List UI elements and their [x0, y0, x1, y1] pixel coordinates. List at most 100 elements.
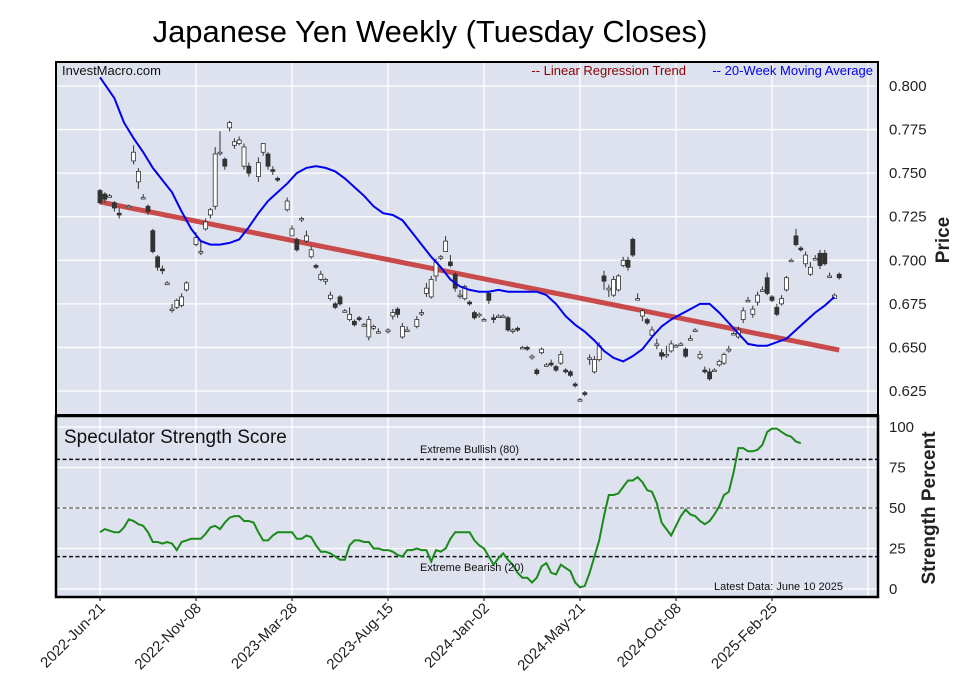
candle-body-up [760, 289, 765, 292]
strength-line [99, 427, 802, 589]
x-ticks: 2022-Jun-21 2022-Nov-08 2023-Mar-28 2023-Au… [37, 597, 781, 674]
candle-body-down [644, 319, 650, 324]
x-tick-label: 2022-Jun-21 [37, 600, 109, 672]
candle-body-down [707, 371, 712, 380]
candle [371, 324, 377, 330]
candle [183, 281, 189, 292]
candle [423, 282, 429, 297]
candle-body-up [419, 312, 425, 315]
candle [755, 291, 760, 306]
candle [827, 272, 832, 278]
candle [707, 368, 712, 381]
candle-body-up [428, 279, 434, 298]
candle [390, 309, 396, 320]
candle-body-down [774, 306, 780, 315]
candle-body-up [107, 195, 112, 198]
candle [740, 307, 746, 324]
candle [553, 364, 559, 372]
candle-body-down [313, 265, 319, 268]
candle [688, 335, 693, 341]
candle [471, 310, 477, 320]
extreme-bearish-label: Extreme Bearish (20) [420, 562, 524, 574]
candle-body-up [692, 329, 698, 332]
candle-body-up [611, 279, 616, 296]
candle-body-up [688, 338, 693, 341]
candle [294, 237, 300, 252]
candle [515, 326, 520, 332]
candle [102, 192, 108, 203]
candle-body-up [327, 294, 333, 300]
candle-body-down [471, 312, 477, 319]
candle-body-up [803, 254, 808, 265]
candle [822, 249, 828, 266]
candle-body-up [308, 249, 314, 258]
candle-body-up [500, 315, 506, 318]
candle-body-up [558, 353, 564, 364]
candle [673, 343, 679, 348]
candle-body-up [788, 259, 794, 263]
candle [126, 204, 132, 209]
candle [112, 201, 117, 212]
x-tick-label: 2024-Oct-08 [614, 600, 685, 671]
strength-tick-label: 25 [889, 541, 906, 558]
candle-body-down [534, 369, 540, 374]
candle-body-down [332, 303, 338, 308]
candle [255, 157, 261, 182]
candle-body-up [303, 235, 309, 242]
candle [563, 368, 568, 374]
candle [428, 275, 434, 299]
candle [817, 249, 823, 269]
candle [606, 284, 612, 297]
legend-regression: -- Linear Regression Trend [531, 63, 686, 78]
candle [375, 328, 381, 334]
candle [774, 303, 780, 317]
candle [616, 274, 621, 292]
candle-body-up [529, 355, 535, 359]
candle [399, 323, 405, 339]
candle [495, 314, 501, 318]
candle-body-up [640, 310, 645, 317]
candle [404, 326, 410, 332]
candle [505, 316, 511, 332]
candle [798, 246, 804, 252]
candle-body-up [832, 294, 837, 300]
candle-body-up [716, 360, 722, 366]
candle [107, 194, 112, 198]
candle [601, 270, 607, 290]
candle [803, 251, 808, 268]
candle-body-down [356, 317, 362, 320]
candle [246, 162, 252, 177]
candle-body-up [664, 353, 669, 357]
candle-body-down [524, 347, 530, 350]
candle-body-up [443, 240, 449, 252]
candle-body-up [203, 221, 209, 230]
candle [260, 143, 266, 156]
price-tick-label: 0.625 [889, 383, 927, 400]
candle [241, 143, 247, 170]
price-y-ticks: 0.800 0.775 0.750 0.725 0.700 0.675 0.650 0.625 [889, 78, 927, 400]
candle-body-up [457, 294, 463, 298]
candle-body-down [563, 369, 568, 373]
candle-body-down [112, 202, 117, 209]
candle-body-up [390, 312, 396, 317]
candle-body-up [721, 353, 727, 364]
candle-body-up [179, 296, 185, 306]
candle-body-up [510, 329, 516, 332]
candle [577, 397, 583, 402]
candle [443, 235, 449, 252]
candle-body-up [284, 200, 290, 211]
candle [788, 258, 794, 263]
candle [716, 359, 722, 367]
candle [793, 228, 799, 247]
candle-body-down [515, 327, 520, 331]
candle-body-up [231, 141, 237, 146]
candle [534, 368, 540, 376]
price-tick-label: 0.750 [889, 165, 927, 182]
candle-body-down [601, 275, 607, 282]
price-tick-label: 0.650 [889, 339, 927, 356]
candle [174, 298, 180, 310]
candle [721, 352, 727, 365]
candle [419, 309, 425, 317]
candle-body-up [423, 287, 429, 294]
candle [750, 305, 756, 318]
